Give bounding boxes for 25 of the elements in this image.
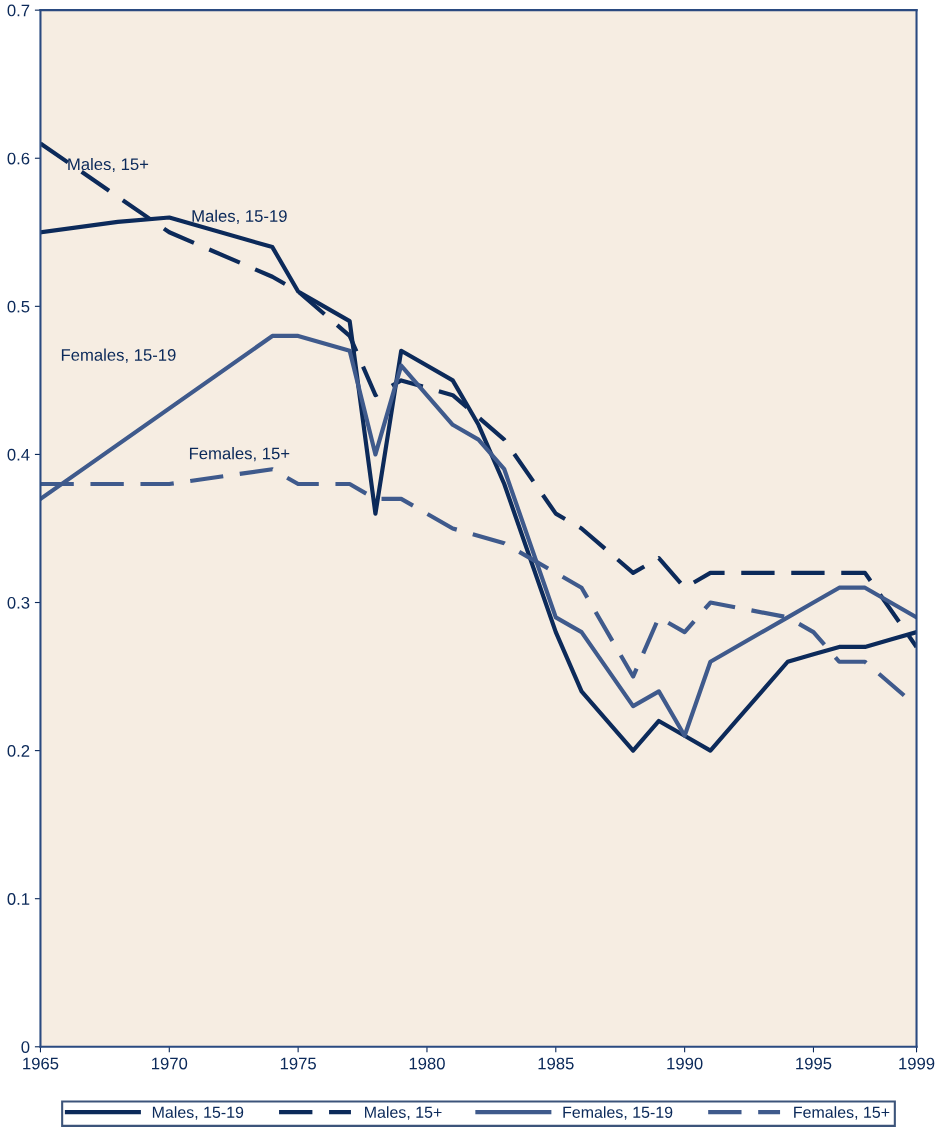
legend-label: Males, 15+: [365, 1106, 442, 1120]
x-tick-label: 1965: [23, 1057, 59, 1070]
y-tick-label: 0.4: [7, 448, 30, 461]
x-tick-label: 1990: [667, 1057, 703, 1070]
y-tick-label: 0.1: [7, 893, 30, 905]
x-tick-label: 1975: [280, 1057, 316, 1070]
y-tick-label: 0.7: [7, 4, 30, 17]
legend-label: Males, 15-19: [152, 1106, 244, 1120]
annotation: Males, 15-19: [192, 209, 287, 224]
y-tick-label: 0.2: [7, 745, 30, 757]
y-tick-label: 0.5: [7, 300, 30, 313]
annotation: Females, 15+: [189, 447, 290, 462]
annotation: Males, 15+: [68, 157, 149, 173]
y-tick-label: 0.6: [7, 152, 30, 165]
legend-label: Females, 15-19: [563, 1106, 673, 1120]
x-tick-label: 1995: [796, 1057, 832, 1070]
legend-label: Females, 15+: [794, 1106, 890, 1120]
x-tick-label: 1980: [409, 1057, 445, 1070]
annotation: Females, 15-19: [61, 348, 176, 363]
x-tick-label: 1970: [152, 1057, 188, 1070]
y-tick-label: 0.3: [7, 596, 30, 609]
line-series: [40, 333, 917, 738]
x-tick-label: 1985: [538, 1057, 574, 1070]
y-tick-label: 0: [21, 1041, 30, 1053]
x-tick-label: 1999: [899, 1057, 935, 1070]
